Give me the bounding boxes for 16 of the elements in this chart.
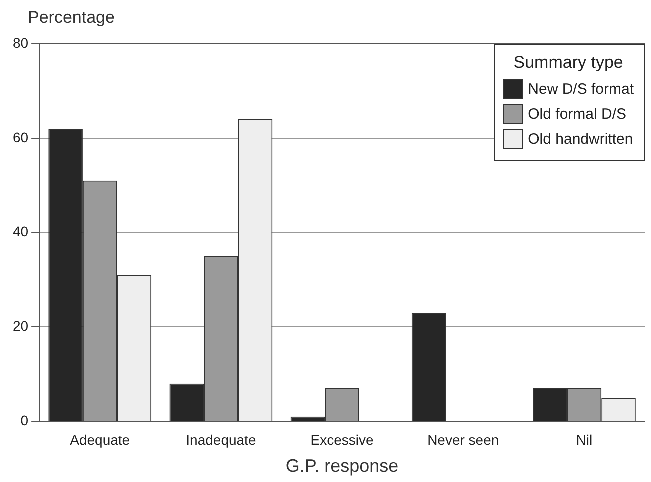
y-tick-label: 40 [12,224,29,240]
legend-label: Old handwritten [528,130,634,148]
legend-title: Summary type [512,53,624,73]
x-tick-label: Excessive [310,432,374,448]
y-axis-title: Percentage [28,8,115,28]
y-tick-label: 0 [20,412,29,428]
y-tick-label: 80 [12,34,29,51]
y-tick-label: 60 [12,129,29,146]
x-tick-label: Adequate [70,432,130,448]
x-tick-label: Nil [576,432,593,448]
y-tick-label: 20 [12,318,29,334]
legend-label: New D/S format [528,80,634,98]
x-tick-label: Inadequate [186,432,256,448]
x-tick-label: Never seen [428,432,500,448]
x-axis-title: G.P. response [286,456,399,476]
legend-label: Old formal D/S [528,106,626,122]
